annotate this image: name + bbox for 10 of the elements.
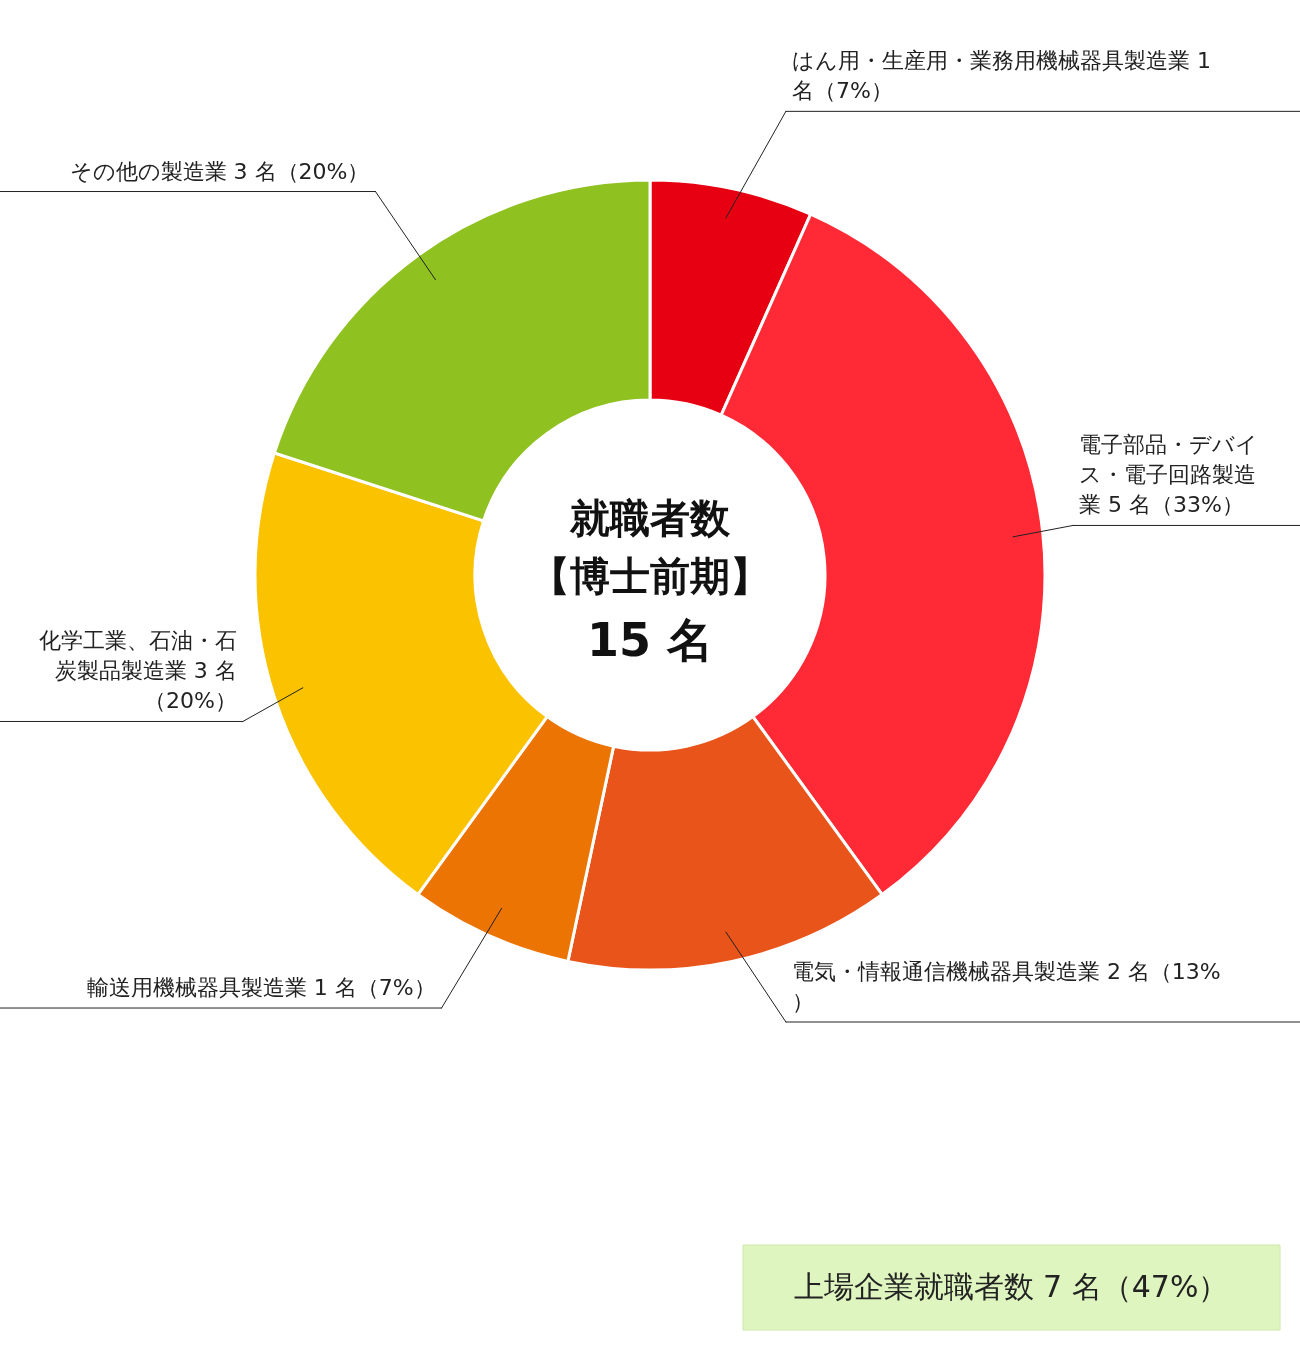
slice-label: その他の製造業 3 名（20%） bbox=[69, 158, 370, 184]
slice-label: 電気・情報通信機械器具製造業 2 名（13%） bbox=[791, 959, 1221, 1014]
slice-label: 電子部品・デバイス・電子回路製造業 5 名（33%） bbox=[1079, 432, 1258, 518]
slice-label: はん用・生産用・業務用機械器具製造業 1 名（7%） bbox=[791, 48, 1211, 104]
text: 上場企業就職者数 7 名（47%） bbox=[793, 1269, 1229, 1304]
slice-label: 輸送用機械器具製造業 1 名（7%） bbox=[86, 975, 436, 1001]
text: 15 名 bbox=[586, 613, 714, 667]
text: 【博士前期】 bbox=[530, 553, 770, 599]
slice-label: 化学工業、石油・石炭製品製造業 3 名（20%） bbox=[38, 628, 237, 714]
text: 就職者数 bbox=[569, 495, 731, 541]
